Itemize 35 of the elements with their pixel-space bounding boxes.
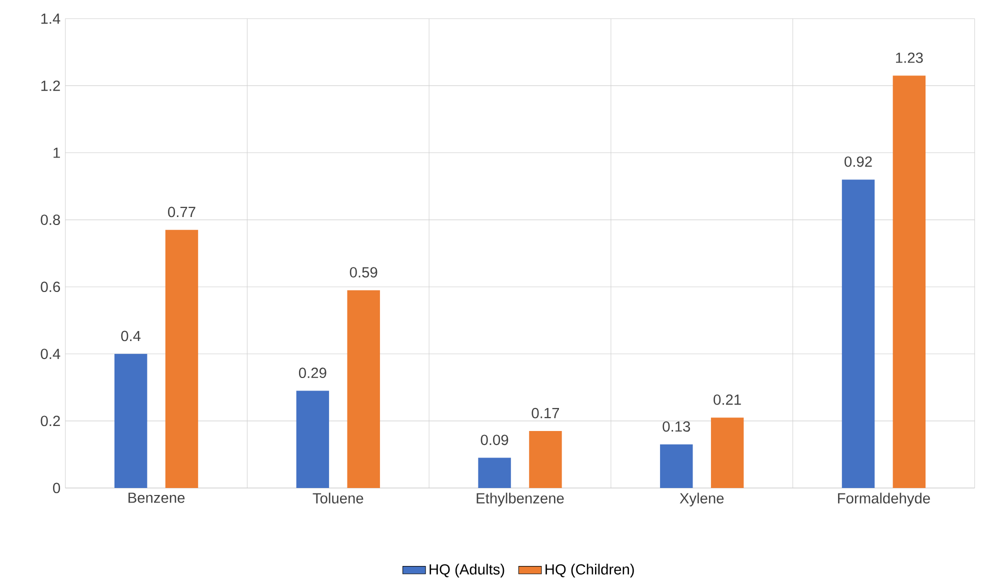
y-tick-label: 0.6 [40, 282, 60, 292]
bar [710, 418, 744, 488]
legend-label: HQ (Adults) [430, 564, 504, 578]
y-tick-label: 0.4 [40, 348, 60, 360]
data-label: 0.59 [350, 267, 378, 278]
y-tick-label: 0 [53, 482, 60, 494]
y-tick-label: 1 [54, 148, 60, 158]
bar [842, 180, 875, 488]
bar [660, 444, 693, 488]
data-label: 1.23 [896, 52, 923, 63]
y-tick-label: 1.2 [41, 80, 60, 91]
legend-label: HQ (Children) [546, 564, 634, 578]
y-tick-label: 0.2 [40, 416, 60, 426]
data-label: 0.4 [121, 330, 141, 342]
bar [478, 458, 511, 488]
data-label: 0.09 [480, 434, 508, 446]
x-tick-label: Formaldehyde [838, 492, 930, 506]
data-label: 0.92 [844, 156, 872, 167]
data-label: 0.13 [662, 421, 690, 432]
x-tick-label: Xylene [680, 492, 724, 506]
bar [296, 390, 330, 488]
y-tick-label: 1.4 [41, 14, 60, 24]
x-tick-label: Benzene [128, 492, 185, 503]
bar [892, 76, 926, 488]
data-label: 0.17 [532, 408, 559, 418]
data-label: 0.21 [714, 394, 741, 405]
bar [114, 354, 148, 488]
data-label: 0.77 [168, 206, 196, 218]
bar [347, 290, 380, 488]
bar [165, 230, 198, 488]
x-tick-label: Ethylbenzene [476, 492, 564, 506]
x-tick-label: Toluene [312, 492, 364, 504]
y-tick-label: 0.8 [40, 214, 60, 225]
bar [529, 430, 562, 488]
data-label: 0.29 [298, 368, 326, 378]
